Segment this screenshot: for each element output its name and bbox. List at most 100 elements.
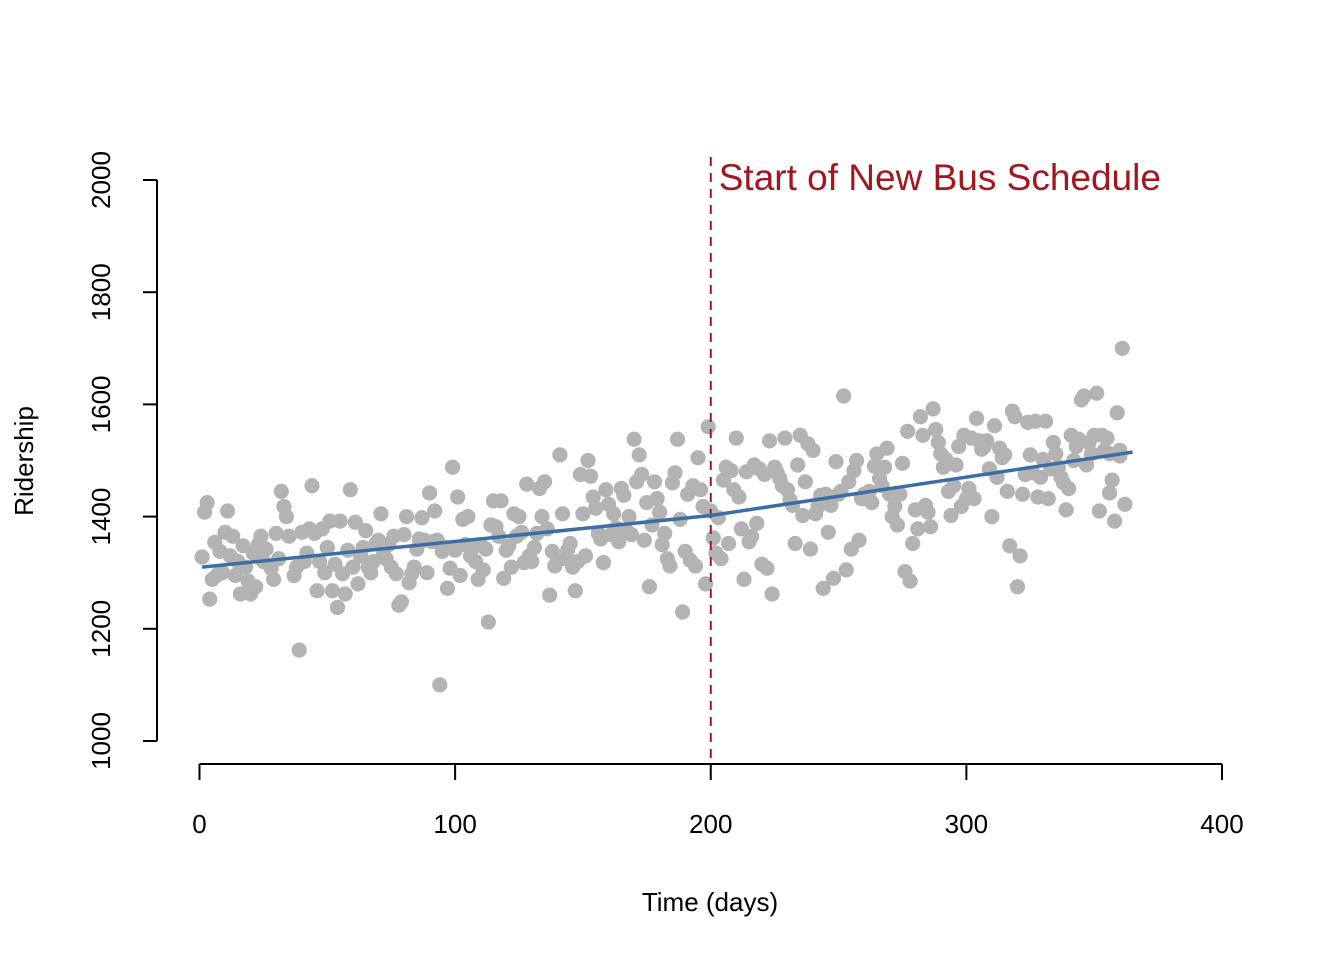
data-point — [915, 427, 931, 443]
y-tick-label: 1800 — [86, 263, 116, 321]
data-point — [657, 525, 673, 542]
data-point — [248, 579, 264, 595]
data-point — [634, 466, 650, 483]
data-point — [675, 604, 691, 620]
data-point — [475, 562, 491, 578]
data-point — [900, 423, 916, 439]
data-point — [445, 459, 461, 475]
data-point — [925, 401, 941, 417]
data-point — [478, 541, 494, 557]
data-point — [700, 419, 716, 435]
data-point — [309, 583, 325, 599]
data-point — [646, 474, 663, 490]
data-point — [761, 433, 778, 449]
data-point — [979, 433, 995, 449]
data-point — [450, 489, 466, 505]
data-point — [1045, 434, 1061, 451]
data-point — [1015, 486, 1031, 502]
data-point — [669, 431, 686, 447]
x-tick-label: 100 — [433, 809, 476, 839]
data-point — [892, 486, 908, 502]
data-point — [580, 452, 596, 469]
data-point — [227, 567, 243, 584]
data-point — [342, 482, 358, 498]
data-point — [393, 594, 409, 610]
data-point — [864, 495, 880, 511]
x-axis-title: Time (days) — [642, 887, 778, 917]
data-point — [268, 525, 284, 542]
data-point — [631, 447, 647, 463]
data-point — [889, 517, 906, 533]
data-point — [537, 474, 553, 490]
data-point — [503, 559, 519, 575]
data-point — [795, 507, 811, 524]
y-tick-label: 1000 — [86, 712, 116, 770]
data-point — [749, 515, 765, 531]
data-point — [278, 508, 294, 525]
data-point — [851, 532, 867, 548]
data-point — [439, 580, 456, 597]
data-point — [887, 498, 903, 515]
x-tick-label: 200 — [689, 809, 732, 839]
data-point — [1058, 502, 1074, 518]
data-point — [999, 483, 1015, 499]
data-point — [636, 532, 652, 548]
data-point — [519, 476, 535, 492]
data-point — [350, 576, 366, 592]
data-point — [345, 559, 361, 575]
y-tick-label: 1200 — [86, 600, 116, 658]
data-point — [723, 463, 739, 479]
data-point — [820, 524, 836, 540]
data-point — [496, 570, 512, 586]
data-point — [606, 506, 622, 522]
data-point — [797, 474, 813, 490]
data-point — [736, 571, 752, 588]
data-point — [920, 504, 936, 520]
data-point — [388, 566, 404, 582]
data-point — [744, 528, 760, 544]
data-point — [493, 493, 509, 509]
data-point — [805, 442, 821, 458]
data-point — [194, 549, 210, 565]
data-point — [764, 586, 780, 602]
data-point — [823, 497, 839, 513]
data-point — [319, 539, 335, 556]
data-point — [777, 430, 793, 446]
data-point — [705, 530, 721, 546]
data-point — [1048, 446, 1064, 462]
data-point — [552, 447, 568, 463]
data-point — [1107, 513, 1123, 529]
data-point — [948, 457, 964, 473]
data-point — [583, 468, 599, 484]
data-point — [524, 553, 540, 570]
data-point — [997, 447, 1013, 463]
data-point — [910, 521, 926, 537]
data-point — [214, 565, 231, 581]
data-point — [480, 614, 496, 630]
data-point — [1089, 385, 1105, 401]
data-point — [966, 491, 982, 507]
data-point — [894, 455, 911, 471]
data-point — [1099, 430, 1115, 446]
data-point — [969, 410, 985, 426]
data-point — [225, 528, 241, 544]
data-point — [514, 524, 530, 540]
x-tick-label: 300 — [945, 809, 988, 839]
data-point — [879, 440, 895, 456]
data-point — [317, 565, 333, 581]
data-point — [1076, 388, 1092, 404]
data-point — [304, 478, 320, 494]
data-point — [419, 565, 435, 581]
data-point — [258, 541, 274, 557]
data-point — [253, 528, 269, 544]
data-point — [652, 504, 668, 520]
data-point — [526, 539, 543, 556]
data-point — [542, 587, 558, 603]
data-point — [266, 571, 282, 588]
data-point — [728, 430, 744, 446]
data-point — [595, 555, 612, 571]
data-point — [199, 495, 215, 511]
y-axis: 1000 1200 1400 1600 1800 2000 — [86, 151, 158, 770]
data-point — [930, 434, 946, 451]
